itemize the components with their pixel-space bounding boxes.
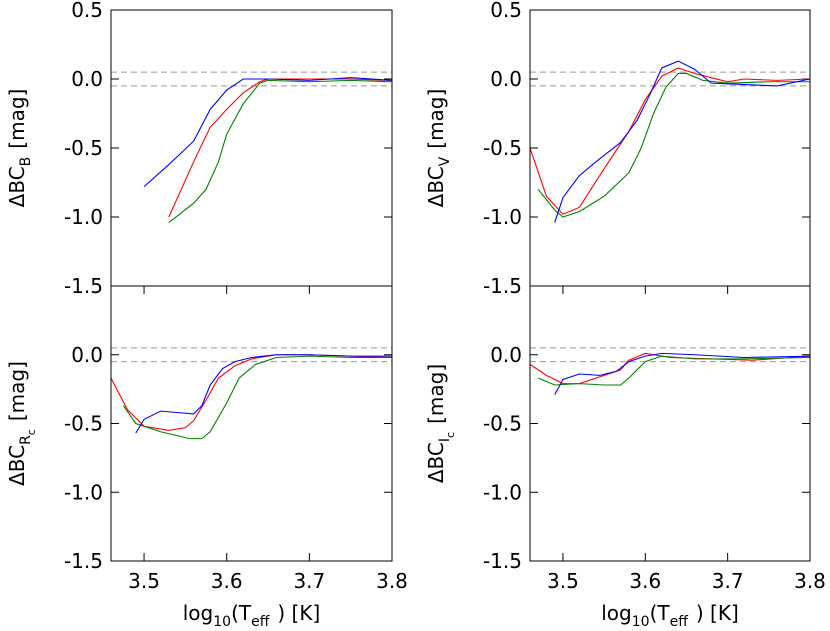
data-line <box>168 78 392 218</box>
y-axis-label: ΔBCIc [mag] <box>424 364 457 483</box>
x-axis-label-part: eff <box>670 614 689 630</box>
y-axis-label-part: ΔBC <box>424 442 448 483</box>
y-axis-label-part: c <box>444 432 457 438</box>
x-tick-label: 3.7 <box>293 569 325 593</box>
x-axis-label-part: ) [K] <box>696 601 739 625</box>
y-axis-label-part: ΔBC <box>5 166 29 207</box>
y-axis-label-part: ΔBC <box>424 166 448 207</box>
y-axis-label-part: [mag] <box>424 89 448 149</box>
y-tick-label: -1.5 <box>64 274 103 298</box>
x-axis-label: log10(Teff ) [K] <box>183 601 321 630</box>
y-tick-label: -1.5 <box>64 549 103 573</box>
y-tick-label: -0.5 <box>64 412 103 436</box>
x-tick-label: 3.5 <box>128 569 160 593</box>
data-line <box>554 60 810 223</box>
x-axis-label-part: ) [K] <box>277 601 320 625</box>
data-line <box>538 355 810 386</box>
x-axis-label-part: log <box>601 601 632 625</box>
y-axis-label-part: I <box>437 438 453 442</box>
y-tick-label: -0.5 <box>483 136 522 160</box>
y-axis-label: ΔBCV [mag] <box>424 89 453 208</box>
y-axis-label-part: R <box>18 435 34 445</box>
plot-area <box>111 354 392 440</box>
y-tick-label: -1.5 <box>483 274 522 298</box>
y-tick-label: -1.0 <box>483 205 522 229</box>
y-axis-label-part: B <box>18 157 34 167</box>
y-axis-label: ΔBCRc [mag] <box>5 361 38 486</box>
x-axis-label-part: (T <box>650 601 671 625</box>
x-tick-label: 3.8 <box>376 569 408 593</box>
x-tick-label: 3.7 <box>712 569 744 593</box>
data-line <box>122 355 392 440</box>
y-tick-label: -0.5 <box>64 136 103 160</box>
data-line <box>554 352 810 395</box>
plot-frame <box>529 285 811 562</box>
y-tick-label: -1.0 <box>483 480 522 504</box>
data-line <box>135 354 392 434</box>
plot-frame <box>110 9 393 287</box>
y-axis-label-part: [mag] <box>5 89 29 149</box>
data-line <box>111 354 392 431</box>
y-tick-label: 0.0 <box>71 67 103 91</box>
plot-frame <box>529 9 811 287</box>
x-axis-label-part: log <box>183 601 214 625</box>
y-tick-label: 0.5 <box>71 0 103 22</box>
data-line <box>143 77 392 188</box>
plot-area <box>530 352 810 395</box>
y-tick-label: 0.0 <box>490 343 522 367</box>
x-axis-label: log10(Teff ) [K] <box>601 601 739 630</box>
x-tick-label: 3.5 <box>547 569 579 593</box>
x-axis-label-part: 10 <box>213 614 231 630</box>
y-tick-label: -1.5 <box>483 549 522 573</box>
data-line <box>537 72 810 218</box>
x-axis-label-part: eff <box>251 614 270 630</box>
y-axis-label: ΔBCB [mag] <box>5 89 34 208</box>
y-tick-label: -1.0 <box>64 480 103 504</box>
data-line <box>530 67 810 215</box>
plot-area <box>530 60 810 223</box>
plot-frame <box>110 285 393 562</box>
y-tick-label: -0.5 <box>483 412 522 436</box>
y-axis-label-part: [mag] <box>424 364 448 424</box>
y-tick-label: 0.5 <box>490 0 522 22</box>
x-tick-label: 3.6 <box>211 569 243 593</box>
x-axis-label-part: (T <box>231 601 252 625</box>
data-line <box>168 79 392 223</box>
y-axis-label-part: [mag] <box>5 361 29 421</box>
plot-area <box>143 77 392 223</box>
y-axis-label-part: c <box>25 429 38 435</box>
y-tick-label: -1.0 <box>64 205 103 229</box>
x-tick-label: 3.6 <box>629 569 661 593</box>
x-axis-label-part: 10 <box>632 614 650 630</box>
y-axis-label-part: V <box>437 156 453 166</box>
x-tick-label: 3.8 <box>794 569 826 593</box>
y-axis-label-part: ΔBC <box>5 445 29 486</box>
y-tick-label: 0.0 <box>71 343 103 367</box>
y-tick-label: 0.0 <box>490 67 522 91</box>
